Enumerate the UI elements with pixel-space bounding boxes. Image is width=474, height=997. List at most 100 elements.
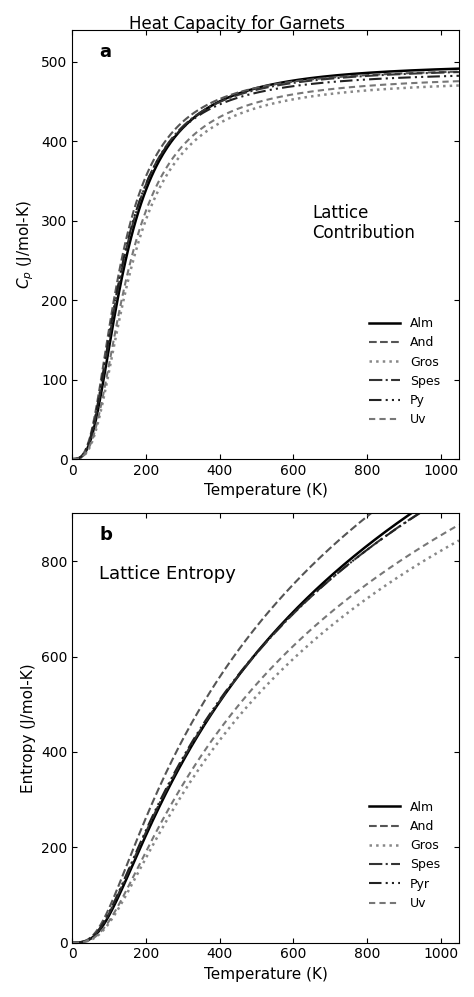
Py <box>300 598 306 610</box>
Y-axis label: $C_p$ (J/mol-K): $C_p$ (J/mol-K) <box>15 200 36 289</box>
Gros <box>306 91 312 103</box>
Py <box>299 79 304 91</box>
Gros <box>70 936 76 948</box>
Line: And: And <box>73 72 459 459</box>
Py <box>300 79 306 91</box>
And <box>395 487 401 498</box>
Alm <box>395 65 401 77</box>
Uv <box>300 87 306 99</box>
Gros <box>300 92 306 104</box>
Spes <box>456 66 462 78</box>
Gros <box>456 80 462 92</box>
Uv <box>306 625 312 637</box>
And <box>300 568 306 580</box>
Gros <box>70 453 76 465</box>
Alm <box>306 73 312 85</box>
Py <box>70 936 76 948</box>
Py <box>70 453 76 465</box>
And <box>299 570 304 582</box>
Py <box>71 453 77 465</box>
And <box>456 66 462 78</box>
And <box>306 74 312 86</box>
Spes <box>71 453 77 465</box>
Py <box>395 521 401 533</box>
Py <box>420 71 426 83</box>
And <box>71 936 77 948</box>
Spes <box>306 75 312 87</box>
Uv <box>456 75 462 87</box>
Gros <box>300 644 306 656</box>
Text: Lattice
Contribution: Lattice Contribution <box>312 203 415 242</box>
Alm <box>456 63 462 75</box>
Py <box>71 936 77 948</box>
Line: Py: Py <box>73 76 459 459</box>
Gros <box>420 555 426 567</box>
Spes <box>299 76 304 88</box>
Uv <box>395 556 401 568</box>
Alm <box>306 590 312 602</box>
Gros <box>71 936 77 948</box>
Alm <box>70 936 76 948</box>
Uv <box>299 87 304 99</box>
Uv <box>420 540 426 552</box>
Line: Gros: Gros <box>73 86 459 459</box>
And <box>300 75 306 87</box>
And <box>420 470 426 482</box>
Uv <box>420 77 426 89</box>
Gros <box>299 645 304 657</box>
Gros <box>395 83 401 95</box>
Text: Heat Capacity for Garnets: Heat Capacity for Garnets <box>129 15 345 33</box>
Line: And: And <box>73 452 459 942</box>
Spes <box>395 521 401 533</box>
Gros <box>306 638 312 650</box>
Line: Uv: Uv <box>73 81 459 459</box>
Line: Alm: Alm <box>73 69 459 459</box>
Y-axis label: Entropy (J/mol-K): Entropy (J/mol-K) <box>20 663 36 793</box>
X-axis label: Temperature (K): Temperature (K) <box>204 967 328 982</box>
Alm <box>70 453 76 465</box>
Spes <box>420 504 426 516</box>
Uv <box>70 936 76 948</box>
Py <box>456 484 462 496</box>
Spes <box>299 600 304 612</box>
Legend: Alm, And, Gros, Spes, Py, Uv: Alm, And, Gros, Spes, Py, Uv <box>364 312 445 432</box>
Alm <box>299 74 304 86</box>
Spes <box>395 68 401 80</box>
Spes <box>420 67 426 79</box>
And <box>71 453 77 465</box>
Line: Spes: Spes <box>73 489 459 942</box>
Py <box>306 78 312 90</box>
Alm <box>71 453 77 465</box>
Spes <box>300 76 306 88</box>
Alm <box>299 598 304 610</box>
Spes <box>456 483 462 495</box>
Spes <box>300 598 306 610</box>
Alm <box>420 64 426 76</box>
Uv <box>395 78 401 90</box>
Gros <box>395 571 401 583</box>
Spes <box>71 936 77 948</box>
And <box>299 75 304 87</box>
Text: a: a <box>100 43 111 61</box>
Py <box>306 592 312 604</box>
Gros <box>299 92 304 104</box>
Py <box>299 599 304 611</box>
Spes <box>70 453 76 465</box>
Text: Lattice Entropy: Lattice Entropy <box>100 565 237 583</box>
Alm <box>395 516 401 528</box>
Line: Uv: Uv <box>73 524 459 942</box>
And <box>306 562 312 574</box>
Alm <box>300 596 306 608</box>
Uv <box>456 518 462 530</box>
And <box>70 936 76 948</box>
Uv <box>306 86 312 98</box>
And <box>395 68 401 80</box>
Spes <box>70 936 76 948</box>
And <box>456 446 462 458</box>
Alm <box>300 73 306 85</box>
Py <box>395 72 401 84</box>
Line: Py: Py <box>73 490 459 942</box>
Legend: Alm, And, Gros, Spes, Pyr, Uv: Alm, And, Gros, Spes, Pyr, Uv <box>364 796 445 915</box>
Gros <box>420 81 426 93</box>
Uv <box>300 631 306 643</box>
